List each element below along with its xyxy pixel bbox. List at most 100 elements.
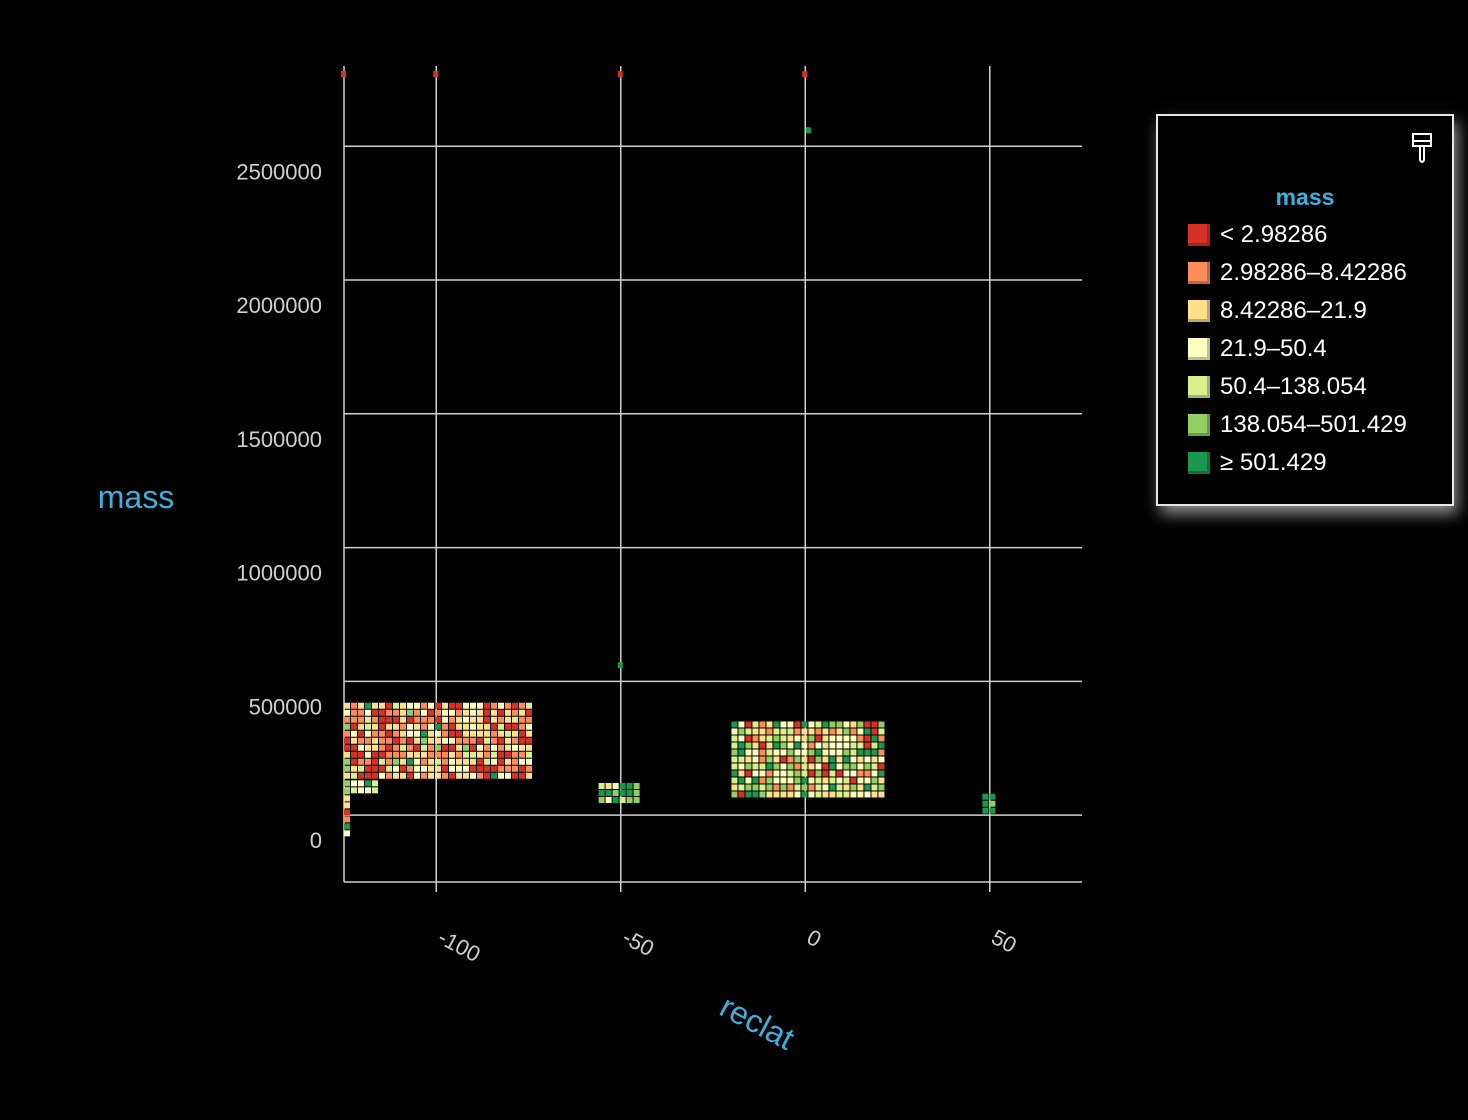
heatmap-cell [843, 749, 850, 756]
heatmap-cell [850, 777, 857, 784]
heatmap-cell [519, 723, 525, 730]
y-tick-label: 1500000 [236, 427, 322, 452]
heatmap-cell [850, 728, 857, 735]
heatmap-cell [752, 791, 759, 798]
heatmap-cell [477, 744, 483, 751]
heatmap-cell [871, 728, 878, 735]
heatmap-cell [435, 723, 441, 730]
legend-swatch [1188, 224, 1210, 246]
heatmap-cell [766, 763, 773, 770]
heatmap-cell [519, 737, 525, 744]
heatmap-cell [463, 758, 469, 765]
heatmap-cell [372, 737, 378, 744]
heatmap-cell [829, 791, 836, 798]
heatmap-cell [759, 728, 766, 735]
heatmap-cell [393, 737, 399, 744]
heatmap-cell [484, 772, 490, 779]
heatmap-cell [850, 784, 857, 791]
heatmap-cell [759, 721, 766, 728]
legend-item[interactable]: 138.054–501.429 [1188, 406, 1407, 444]
legend-item[interactable]: < 2.98286 [1188, 216, 1407, 254]
heatmap-cell [484, 765, 490, 772]
heatmap-cell [864, 728, 871, 735]
legend-item[interactable]: ≥ 501.429 [1188, 444, 1407, 482]
heatmap-cell [365, 758, 371, 765]
heatmap-cell [400, 730, 406, 737]
heatmap-cell [407, 723, 413, 730]
legend-label: 21.9–50.4 [1220, 335, 1327, 362]
paintbrush-icon[interactable] [1410, 132, 1434, 166]
heatmap-cell [414, 723, 420, 730]
legend-item[interactable]: 8.42286–21.9 [1188, 292, 1407, 330]
heatmap-cell [619, 783, 626, 790]
heatmap-cell [857, 728, 864, 735]
heatmap-cell [442, 716, 448, 723]
heatmap-cell [393, 772, 399, 779]
heatmap-cell [787, 791, 794, 798]
heatmap-cell [400, 765, 406, 772]
heatmap-cell [393, 709, 399, 716]
heatmap-cell [428, 744, 434, 751]
heatmap-cell [605, 797, 612, 804]
heatmap-cell [358, 765, 364, 772]
heatmap-cell [442, 737, 448, 744]
heatmap-cell [759, 742, 766, 749]
heatmap-cell [421, 751, 427, 758]
heatmap-cell [519, 772, 525, 779]
legend-item[interactable]: 2.98286–8.42286 [1188, 254, 1407, 292]
heatmap-cell [752, 770, 759, 777]
heatmap-cell [526, 723, 532, 730]
heatmap-cell [787, 777, 794, 784]
heatmap-cell [519, 716, 525, 723]
heatmap-cell [850, 756, 857, 763]
y-tick-label: 1000000 [236, 561, 322, 586]
legend-swatch [1188, 414, 1210, 436]
heatmap-cell [773, 763, 780, 770]
legend-item[interactable]: 21.9–50.4 [1188, 330, 1407, 368]
heatmap-cell [470, 702, 476, 709]
heatmap-cell [393, 751, 399, 758]
heatmap-cell [815, 756, 822, 763]
heatmap-cell [442, 723, 448, 730]
heatmap-cell [512, 716, 518, 723]
heatmap-cell [414, 702, 420, 709]
heatmap-cell [989, 800, 996, 807]
heatmap-cell [829, 742, 836, 749]
y-tick-label: 2500000 [236, 159, 322, 184]
heatmap-cell [526, 730, 532, 737]
heatmap-cell [787, 721, 794, 728]
heatmap-cell [787, 749, 794, 756]
heatmap-cell [491, 772, 497, 779]
heatmap-cell [526, 737, 532, 744]
heatmap-cell [442, 765, 448, 772]
heatmap-cell [344, 816, 350, 823]
heatmap-cell [421, 730, 427, 737]
heatmap-cell [414, 730, 420, 737]
heatmap-cell [836, 749, 843, 756]
heatmap-cell [365, 744, 371, 751]
heatmap-cell [617, 71, 623, 78]
heatmap-cell [400, 751, 406, 758]
heatmap-cell [344, 830, 350, 837]
heatmap-cell [379, 723, 385, 730]
heatmap-cell [442, 772, 448, 779]
heatmap-cell [773, 728, 780, 735]
heatmap-cell [836, 763, 843, 770]
heatmap-cell [829, 756, 836, 763]
heatmap-cell [808, 756, 815, 763]
heatmap-cell [871, 749, 878, 756]
heatmap-cell [512, 758, 518, 765]
heatmap-cell [505, 737, 511, 744]
heatmap-cell [843, 777, 850, 784]
heatmap-cell [759, 777, 766, 784]
heatmap-cell [435, 737, 441, 744]
heatmap-cell [829, 777, 836, 784]
heatmap-cell [379, 758, 385, 765]
heatmap-cell [491, 751, 497, 758]
heatmap-cell [864, 742, 871, 749]
heatmap-cell [738, 756, 745, 763]
legend-item[interactable]: 50.4–138.054 [1188, 368, 1407, 406]
heatmap-cell [365, 765, 371, 772]
heatmap-cell [773, 721, 780, 728]
heatmap-cell [351, 716, 357, 723]
